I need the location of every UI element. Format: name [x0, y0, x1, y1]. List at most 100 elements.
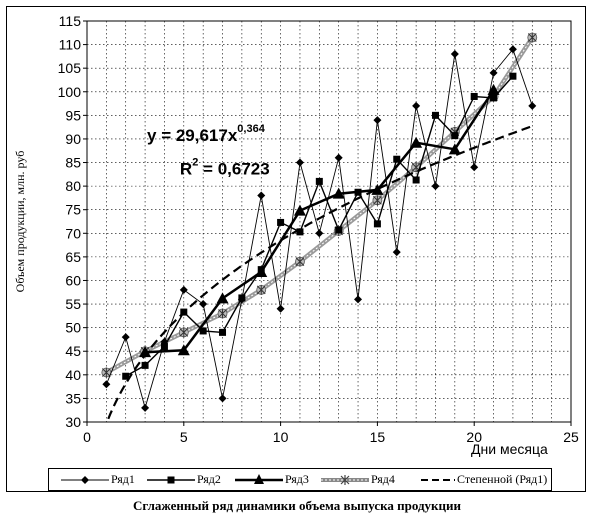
y-tick-label: 75 — [65, 202, 81, 218]
series-layer — [101, 32, 538, 420]
data-point-diamond — [218, 394, 227, 403]
chart-border — [6, 6, 586, 492]
x-tick-label: 10 — [273, 429, 289, 445]
data-point-diamond — [141, 403, 150, 412]
data-point-square — [160, 343, 168, 351]
y-tick-label: 85 — [65, 155, 81, 171]
y-tick-label: 115 — [59, 13, 82, 29]
data-point-diamond — [528, 101, 537, 110]
data-point-square — [277, 218, 285, 226]
data-point-triangle — [293, 204, 306, 216]
series-line — [145, 89, 495, 354]
legend-swatch-series3 — [235, 473, 283, 484]
data-point-diamond — [470, 163, 479, 172]
data-point-asterisk-mark — [527, 32, 537, 43]
trendline-equation: y = 29,617x0,364 — [147, 123, 266, 145]
data-point-square — [470, 92, 478, 100]
legend-swatch-series4 — [321, 474, 369, 485]
data-point-triangle — [487, 83, 500, 95]
data-point-triangle — [332, 187, 345, 199]
legend-swatch-trendline — [421, 478, 455, 481]
r2-letter: R — [180, 159, 192, 178]
data-point-square — [412, 176, 420, 184]
data-point-diamond — [102, 380, 111, 389]
series-3 — [139, 83, 500, 358]
data-point-square — [509, 72, 517, 80]
r2-exponent: 2 — [192, 156, 198, 168]
y-tick-label: 105 — [58, 60, 82, 76]
x-axis-label: Дни месяца — [471, 441, 548, 457]
x-tick-label: 5 — [180, 429, 188, 445]
y-axis-label: Объем продукции, млн. руб — [13, 151, 27, 293]
data-point-diamond — [450, 50, 459, 59]
equation-exponent: 0,364 — [237, 123, 265, 135]
data-point-square — [393, 155, 401, 163]
series-line-highlight — [106, 37, 533, 373]
data-point-diamond — [354, 295, 363, 304]
data-point-diamond — [199, 300, 208, 309]
data-point-square — [315, 177, 323, 185]
data-point-diamond — [508, 45, 517, 54]
data-point-asterisk — [527, 32, 538, 43]
y-tick-label: 55 — [65, 296, 81, 312]
data-point-asterisk-mark — [373, 195, 382, 206]
data-point-triangle — [216, 292, 229, 304]
data-point-diamond — [276, 304, 285, 313]
data-point-asterisk — [178, 327, 189, 338]
y-tick-label: 35 — [65, 390, 81, 406]
data-point-asterisk — [101, 367, 112, 378]
data-point-square — [431, 111, 439, 119]
data-point-triangle — [139, 346, 152, 358]
data-point-asterisk-mark — [179, 327, 189, 338]
data-point-diamond — [121, 333, 130, 342]
legend-label-trendline: Степенной (Ряд1) — [457, 472, 548, 486]
data-point-triangle — [410, 136, 423, 148]
legend-item-series2: Ряд2 — [145, 469, 221, 490]
legend-item-series3: Ряд3 — [233, 469, 309, 490]
data-point-asterisk — [217, 308, 228, 319]
legend: Ряд1 Ряд2 Ряд3 Ряд4 Степенной (Ряд1) — [48, 468, 552, 491]
data-point-diamond — [315, 229, 324, 238]
legend-item-series1: Ряд1 — [59, 469, 135, 490]
legend-label-series2: Ряд2 — [197, 472, 221, 486]
data-point-diamond — [373, 116, 382, 125]
y-tick-label: 60 — [65, 272, 81, 288]
series-2 — [122, 72, 517, 380]
legend-swatch-series2 — [147, 476, 195, 483]
data-point-square — [122, 372, 130, 380]
equation-main: y = 29,617x — [147, 126, 238, 145]
data-point-square — [219, 328, 227, 336]
chart-plot: 3035404550556065707580859095100105110115… — [13, 13, 579, 457]
data-point-asterisk — [295, 256, 305, 267]
data-point-diamond — [412, 101, 421, 110]
data-point-asterisk — [372, 195, 383, 206]
data-point-diamond — [334, 153, 343, 162]
r-squared-label: R2 = 0,6723 — [180, 156, 270, 178]
data-point-asterisk — [256, 284, 267, 295]
x-tick-label: 15 — [370, 429, 386, 445]
data-point-square — [451, 132, 459, 140]
y-tick-label: 40 — [65, 367, 81, 383]
data-point-square — [141, 361, 149, 369]
legend-label-series3: Ряд3 — [285, 472, 309, 486]
legend-item-series4: Ряд4 — [319, 469, 395, 490]
data-point-square — [238, 294, 246, 302]
y-tick-label: 80 — [65, 178, 81, 194]
x-tick-label: 20 — [466, 429, 482, 445]
data-point-triangle — [448, 143, 461, 155]
data-point-asterisk-mark — [218, 308, 227, 319]
legend-swatch-series1 — [61, 475, 109, 484]
legend-label-series1: Ряд1 — [111, 472, 135, 486]
data-point-square — [373, 220, 381, 228]
data-point-diamond — [392, 248, 401, 257]
grid-lines — [87, 21, 571, 422]
y-tick-label: 90 — [65, 131, 81, 147]
y-tick-label: 65 — [65, 249, 81, 265]
data-point-square — [490, 94, 498, 102]
y-tick-label: 45 — [65, 343, 81, 359]
y-tick-label: 100 — [58, 84, 82, 100]
data-point-asterisk-mark — [256, 284, 266, 295]
legend-label-series4: Ряд4 — [371, 472, 395, 486]
y-tick-label: 50 — [65, 320, 81, 336]
